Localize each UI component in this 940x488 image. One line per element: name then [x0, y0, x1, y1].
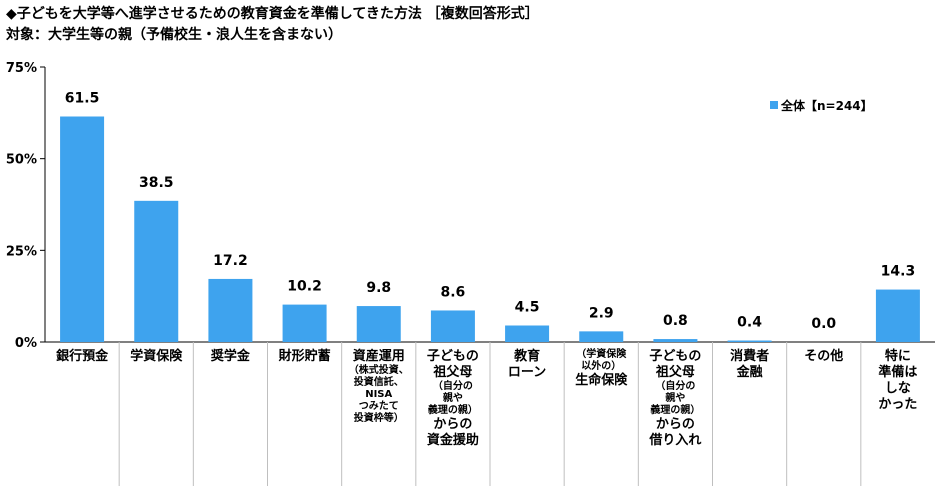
x-tick-sublabel-line: 以外の） — [581, 361, 622, 372]
bar-value-label: 14.3 — [881, 264, 916, 280]
legend: 全体【n=244】 — [770, 97, 873, 114]
bar — [430, 310, 475, 342]
x-tick-label: 特に 準備は しな かった — [861, 349, 935, 413]
x-tick-label: 財形貯蓄 — [268, 349, 342, 365]
bar-value-label: 61.5 — [65, 91, 100, 107]
x-tick-label-line: 資金援助 — [426, 433, 479, 448]
x-tick-sublabel-line: 投資枠等） — [353, 413, 404, 424]
x-tick-label: 子どもの 祖父母 （自分の 親や 義理の親） からの 借り入れ — [638, 349, 712, 449]
x-tick-label-line: しな — [884, 381, 911, 396]
x-tick-sublabel-line: 投資信託、 — [353, 377, 404, 388]
bar — [60, 116, 105, 342]
bar — [579, 331, 624, 342]
bar — [875, 289, 920, 342]
x-tick-label-line: ローン — [507, 365, 547, 380]
x-tick-label-line: 資産運用 — [352, 349, 405, 364]
y-tick-label: 75% — [6, 61, 37, 76]
x-tick-sublabel-line: 義理の親） — [427, 405, 478, 416]
bar-value-label: 8.6 — [441, 284, 466, 300]
x-tick-label: 教育 ローン — [490, 349, 564, 381]
x-tick-label: 奨学金 — [193, 349, 267, 365]
legend-label: 全体【n=244】 — [781, 99, 873, 113]
bar — [356, 306, 401, 342]
x-tick-label-line: 教育 — [514, 349, 541, 364]
bar-value-label: 10.2 — [287, 279, 322, 295]
x-tick-label-line: 財形貯蓄 — [278, 349, 331, 364]
x-tick-label-line: 祖父母 — [433, 365, 473, 380]
bar-value-label: 0.0 — [811, 316, 836, 332]
bar-value-label: 4.5 — [515, 300, 540, 316]
bar — [727, 340, 772, 342]
x-tick-label: 銀行預金 — [45, 349, 119, 365]
chart-title: ◆子どもを大学等へ進学させるための教育資金を準備してきた方法 ［複数回答形式］ — [6, 6, 539, 22]
x-tick-label-line: 準備は — [878, 365, 918, 380]
x-tick-label-line: 生命保険 — [575, 373, 628, 388]
x-tick-label: その他 — [787, 349, 861, 365]
x-tick-label: （学資保険 以外の） 生命保険 — [564, 349, 638, 389]
bar-value-label: 2.9 — [589, 305, 614, 321]
x-tick-label-line: 消費者 — [730, 349, 770, 364]
x-tick-label-line: からの — [655, 417, 695, 432]
x-tick-label: 学資保険 — [119, 349, 193, 365]
x-tick-sublabel-line: 親や — [665, 393, 686, 404]
y-tick-label: 50% — [6, 153, 37, 168]
x-tick-sublabel-line: （自分の — [432, 381, 473, 392]
x-tick-label-line: 子どもの — [426, 349, 479, 364]
x-tick-label-line: 子どもの — [649, 349, 702, 364]
x-tick-label-line: 祖父母 — [655, 365, 695, 380]
chart-subtitle: 対象：大学生等の親（予備校生・浪人生を含まない） — [6, 27, 342, 43]
x-tick-sublabel-line: 親や — [442, 393, 463, 404]
bar — [282, 304, 327, 342]
bar-value-label: 9.8 — [366, 280, 391, 296]
bar — [505, 325, 550, 342]
x-tick-label-line: その他 — [804, 349, 844, 364]
x-tick-sublabel-line: （自分の — [655, 381, 696, 392]
x-tick-label: 消費者 金融 — [713, 349, 787, 381]
x-tick-label-line: かった — [878, 397, 918, 412]
x-tick-sublabel-line: 義理の親） — [650, 405, 701, 416]
x-tick-label-line: 奨学金 — [210, 349, 250, 364]
bar — [653, 339, 698, 342]
bar — [134, 200, 179, 342]
bar-value-label: 0.8 — [663, 313, 688, 329]
bar-value-label: 38.5 — [139, 175, 174, 191]
x-tick-label: 子どもの 祖父母 （自分の 親や 義理の親） からの 資金援助 — [416, 349, 490, 449]
x-tick-sublabel-line: （学資保険 — [576, 349, 627, 360]
x-tick-label-line: 銀行預金 — [56, 349, 109, 364]
bar-value-label: 0.4 — [737, 315, 762, 331]
x-tick-label-line: からの — [433, 417, 473, 432]
x-tick-label-line: 学資保険 — [130, 349, 183, 364]
bar-value-label: 17.2 — [213, 253, 248, 269]
y-tick-label: 0% — [15, 336, 37, 351]
x-tick-sublabel-line: NISA — [365, 389, 393, 400]
legend-swatch — [770, 101, 778, 109]
bar — [208, 278, 253, 342]
y-tick-label: 25% — [6, 244, 37, 259]
x-tick-sublabel-line: つみたて — [358, 401, 399, 412]
x-tick-label-line: 金融 — [736, 365, 763, 380]
x-tick-label: 資産運用 （株式投資、 投資信託、 NISA つみたて 投資枠等） — [342, 349, 416, 425]
x-tick-label-line: 借り入れ — [649, 433, 702, 448]
x-tick-label-line: 特に — [884, 349, 911, 364]
x-tick-sublabel-line: （株式投資、 — [348, 365, 409, 376]
